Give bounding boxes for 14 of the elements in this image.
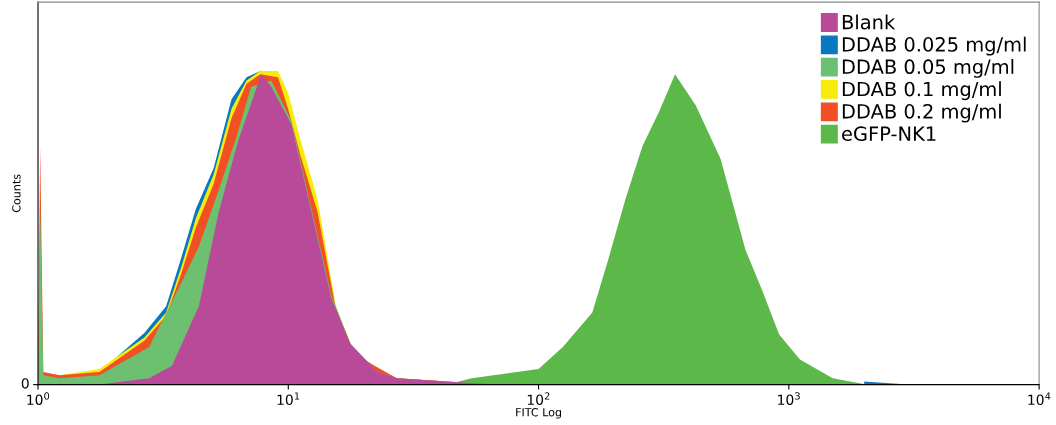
legend-label: eGFP-NK1 (842, 126, 936, 142)
x-tick-label: 10$^{1}$ (277, 392, 300, 405)
legend-label: DDAB 0.025 mg/ml (842, 36, 1026, 56)
x-tick-label: 10$^{4}$ (1028, 392, 1051, 405)
legend-label: DDAB 0.2 mg/ml (842, 103, 1001, 123)
x-tick-label: 10$^{2}$ (527, 392, 550, 405)
legend-label: DDAB 0.1 mg/ml (842, 81, 1001, 101)
x-axis-title: FITC Log (516, 407, 562, 419)
y-axis-title: Counts (12, 174, 21, 213)
x-tick-label: 10$^{0}$ (27, 392, 50, 405)
x-tick-label: 10$^{3}$ (778, 392, 800, 405)
legend-label: Blank (842, 14, 896, 30)
text: 0 (21, 378, 29, 389)
legend-label: DDAB 0.05 mg/ml (842, 59, 1014, 78)
